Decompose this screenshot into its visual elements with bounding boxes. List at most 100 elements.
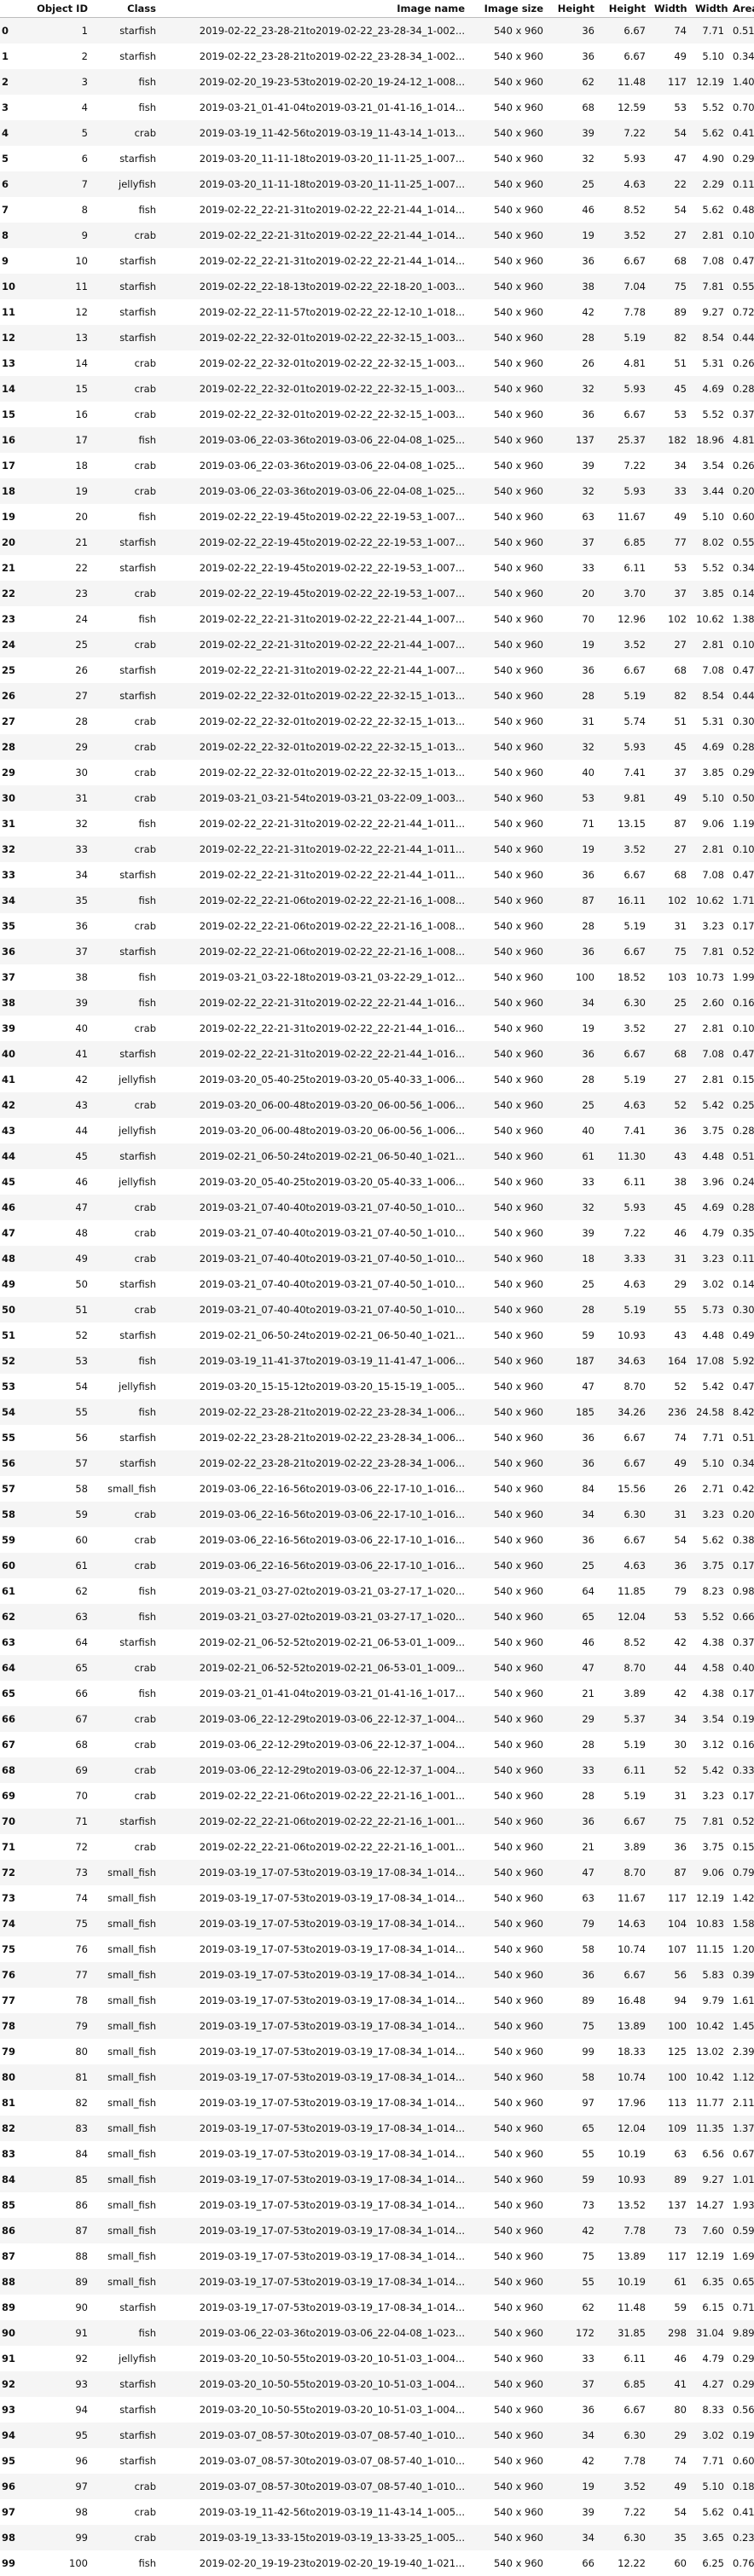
image-name-cell: 2019-03-21_07-40-40to2019-03-21_07-40-50… <box>160 1271 469 1297</box>
width-px-cell: 36 <box>650 1118 691 1143</box>
class-cell: starfish <box>92 1041 160 1067</box>
class-cell: starfish <box>92 2448 160 2474</box>
class-cell: jellyfish <box>92 2346 160 2371</box>
class-cell: fish <box>92 1681 160 1706</box>
object-id-cell: 90 <box>24 2295 92 2320</box>
width-pct-cell: 4.38 <box>691 1681 728 1706</box>
row-index-cell: 51 <box>0 1323 24 1348</box>
object-id-cell: 52 <box>24 1323 92 1348</box>
row-index-cell: 41 <box>0 1067 24 1092</box>
width-pct-cell: 3.85 <box>691 760 728 785</box>
height-px-cell: 28 <box>548 1297 599 1323</box>
width-pct-cell: 2.81 <box>691 836 728 862</box>
row-index-cell: 59 <box>0 1527 24 1553</box>
object-id-cell: 70 <box>24 1783 92 1809</box>
class-cell: jellyfish <box>92 1118 160 1143</box>
class-cell: starfish <box>92 862 160 888</box>
area-cell: 1.58 <box>728 1911 754 1936</box>
height-pct-cell: 6.30 <box>599 2525 650 2550</box>
class-cell: crab <box>92 913 160 939</box>
class-cell: small_fish <box>92 2064 160 2090</box>
row-index-cell: 85 <box>0 2192 24 2218</box>
area-cell: 0.47 <box>728 657 754 683</box>
image-size-cell: 540 x 960 <box>469 1476 548 1502</box>
class-cell: crab <box>92 1092 160 1118</box>
object-id-cell: 20 <box>24 504 92 530</box>
image-name-cell: 2019-03-19_17-07-53to2019-03-19_17-08-34… <box>160 2141 469 2167</box>
image-size-cell: 540 x 960 <box>469 555 548 581</box>
width-px-cell: 89 <box>650 2167 691 2192</box>
class-cell: starfish <box>92 1425 160 1450</box>
row-index-cell: 47 <box>0 1220 24 1246</box>
area-cell: 0.76 <box>728 2550 754 2576</box>
image-size-cell: 540 x 960 <box>469 2397 548 2423</box>
height-pct-cell: 10.93 <box>599 1323 650 1348</box>
height-pct-cell: 7.41 <box>599 1118 650 1143</box>
width-px-cell: 53 <box>650 95 691 120</box>
height-px-cell: 29 <box>548 1706 599 1732</box>
row-index-cell: 57 <box>0 1476 24 1502</box>
width-pct-cell: 9.27 <box>691 299 728 325</box>
row-index-cell: 79 <box>0 2039 24 2064</box>
width-pct-cell: 10.83 <box>691 1911 728 1936</box>
width-px-cell: 52 <box>650 1092 691 1118</box>
class-cell: crab <box>92 478 160 504</box>
width-pct-cell: 3.12 <box>691 1732 728 1757</box>
height-pct-cell: 12.04 <box>599 1604 650 1630</box>
row-index-cell: 11 <box>0 299 24 325</box>
class-cell: fish <box>92 888 160 913</box>
class-cell: crab <box>92 581 160 606</box>
image-size-cell: 540 x 960 <box>469 478 548 504</box>
object-id-cell: 28 <box>24 709 92 734</box>
width-px-cell: 42 <box>650 1681 691 1706</box>
row-index-cell: 4 <box>0 120 24 146</box>
height-px-cell: 58 <box>548 2064 599 2090</box>
width-pct-cell: 13.02 <box>691 2039 728 2064</box>
row-index-cell: 14 <box>0 376 24 402</box>
width-px-cell: 51 <box>650 350 691 376</box>
width-pct-cell: 7.71 <box>691 2448 728 2474</box>
width-pct-cell: 18.96 <box>691 427 728 453</box>
class-cell: small_fish <box>92 2167 160 2192</box>
width-pct-cell: 10.42 <box>691 2013 728 2039</box>
width-pct-cell: 5.10 <box>691 785 728 811</box>
header-image-size: Image size <box>469 0 548 18</box>
image-name-cell: 2019-03-07_08-57-30to2019-03-07_08-57-40… <box>160 2448 469 2474</box>
width-pct-cell: 3.75 <box>691 1834 728 1860</box>
width-pct-cell: 24.58 <box>691 1399 728 1425</box>
image-size-cell: 540 x 960 <box>469 913 548 939</box>
image-size-cell: 540 x 960 <box>469 862 548 888</box>
width-pct-cell: 5.42 <box>691 1092 728 1118</box>
image-size-cell: 540 x 960 <box>469 1399 548 1425</box>
width-pct-cell: 4.69 <box>691 1195 728 1220</box>
area-cell: 1.38 <box>728 606 754 632</box>
height-px-cell: 28 <box>548 1783 599 1809</box>
image-name-cell: 2019-03-21_01-41-04to2019-03-21_01-41-16… <box>160 1681 469 1706</box>
class-cell: starfish <box>92 2295 160 2320</box>
object-id-cell: 91 <box>24 2320 92 2346</box>
width-pct-cell: 5.31 <box>691 350 728 376</box>
area-cell: 0.17 <box>728 913 754 939</box>
image-name-cell: 2019-03-19_11-41-37to2019-03-19_11-41-47… <box>160 1348 469 1374</box>
row-index-cell: 45 <box>0 1169 24 1195</box>
class-cell: small_fish <box>92 2269 160 2295</box>
object-id-cell: 47 <box>24 1195 92 1220</box>
height-px-cell: 42 <box>548 2218 599 2243</box>
width-px-cell: 87 <box>650 811 691 836</box>
image-size-cell: 540 x 960 <box>469 2090 548 2116</box>
width-pct-cell: 2.60 <box>691 990 728 1016</box>
image-name-cell: 2019-03-21_03-27-02to2019-03-21_03-27-17… <box>160 1578 469 1604</box>
width-px-cell: 34 <box>650 1706 691 1732</box>
width-px-cell: 68 <box>650 248 691 274</box>
width-px-cell: 75 <box>650 939 691 964</box>
object-id-cell: 98 <box>24 2499 92 2525</box>
class-cell: fish <box>92 427 160 453</box>
object-id-cell: 22 <box>24 555 92 581</box>
width-px-cell: 53 <box>650 1604 691 1630</box>
